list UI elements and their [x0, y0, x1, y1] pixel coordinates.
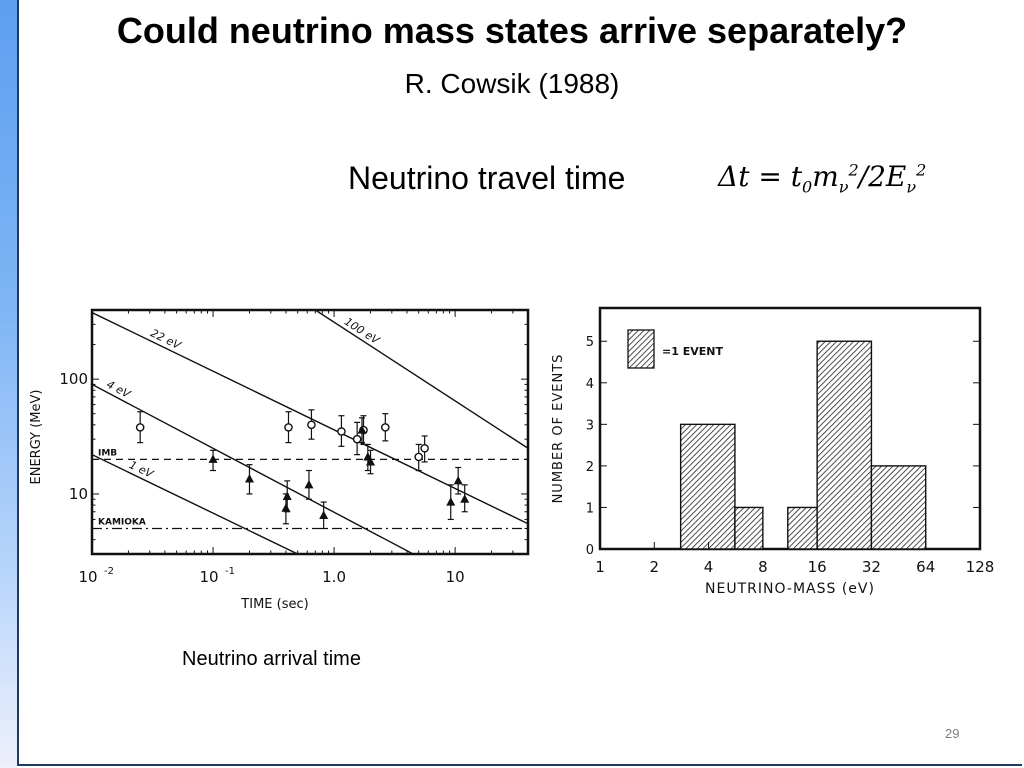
- slide-subtitle: R. Cowsik (1988): [404, 68, 620, 99]
- imb-data-point: [420, 443, 429, 453]
- travel-time-formula: Δt = t0mν2/2Eν2: [718, 160, 926, 197]
- x-tick-label: 10: [78, 568, 97, 586]
- slide-title: Could neutrino mass states arrive separa…: [116, 10, 908, 51]
- formula-t-sub: 0: [802, 177, 813, 197]
- y-tick-label: 10: [69, 485, 88, 503]
- y-tick-label: 100: [59, 370, 88, 388]
- x-tick-label-exponent: -1: [225, 566, 235, 577]
- x-tick-label: 2: [650, 558, 660, 576]
- scatter-plot-area: [92, 310, 528, 554]
- y-tick-label: 1: [586, 501, 594, 516]
- figure-caption: Neutrino arrival time: [182, 648, 361, 670]
- imb-data-point: [135, 423, 145, 432]
- kamioka-data-point: [366, 456, 376, 466]
- formula-m-sup: 2: [848, 160, 859, 180]
- x-tick-label: 8: [758, 558, 768, 576]
- kamioka-data-point: [281, 503, 291, 512]
- left-accent-stripe: [0, 0, 17, 768]
- kamioka-data-point: [357, 425, 367, 434]
- imb-data-point: [337, 427, 346, 436]
- x-tick-label: 4: [704, 558, 714, 576]
- imb-data-point: [284, 423, 293, 432]
- kamioka-data-point: [282, 491, 292, 501]
- x-tick-label: 10: [199, 568, 218, 586]
- y-tick-label: 3: [586, 418, 594, 433]
- y-tick-label: 2: [586, 460, 594, 475]
- x-tick-label: 1.0: [322, 568, 346, 586]
- imb-data-point: [352, 434, 362, 444]
- formula-e-sub: ν: [906, 177, 917, 197]
- histogram-bar: [816, 340, 873, 550]
- mass-line: [92, 454, 298, 554]
- mass-line: [92, 311, 528, 525]
- x-tick-label-exponent: -2: [104, 566, 114, 577]
- x-tick-label: 64: [916, 558, 935, 576]
- kamioka-data-point: [304, 479, 314, 489]
- histogram-bar: [787, 506, 818, 550]
- formula-lhs: Δt = t: [718, 160, 802, 193]
- kamioka-data-point: [244, 473, 254, 483]
- x-tick-label: 32: [862, 558, 881, 576]
- kamioka-data-point: [208, 454, 218, 463]
- histogram-bar: [734, 506, 764, 550]
- mass-line: [314, 310, 528, 449]
- kamioka-data-point: [319, 510, 329, 519]
- x-tick-label: 128: [966, 558, 995, 576]
- formula-e-sup: 2: [916, 160, 927, 180]
- y-tick-label: 5: [586, 335, 594, 350]
- kamioka-data-point: [460, 494, 470, 503]
- histogram-bar: [679, 423, 736, 550]
- imb-data-point: [381, 423, 390, 432]
- kamioka-data-point: [453, 475, 463, 485]
- formula-m-sub: ν: [838, 177, 849, 197]
- legend-swatch: [627, 329, 655, 369]
- x-tick-label: 1: [595, 558, 605, 576]
- imb-data-point: [414, 452, 423, 462]
- x-axis-label: NEUTRINO-MASS (eV): [705, 581, 875, 597]
- y-axis-label: NUMBER OF EVENTS: [551, 354, 566, 504]
- threshold-label: KAMIOKA: [98, 518, 146, 528]
- formula-div: /2E: [858, 160, 907, 193]
- travel-time-label: Neutrino travel time: [348, 160, 626, 196]
- y-tick-label: 4: [586, 377, 594, 392]
- formula-m: m: [812, 160, 839, 193]
- mass-line: [92, 383, 414, 554]
- x-axis-label: TIME (sec): [240, 597, 308, 612]
- y-tick-label: 0: [586, 543, 594, 558]
- scatter-plot-frame: [90, 308, 530, 556]
- histogram-bar: [870, 465, 927, 550]
- threshold-label: IMB: [98, 448, 117, 458]
- imb-data-point: [307, 420, 316, 430]
- y-axis-label: ENERGY (MeV): [29, 390, 44, 485]
- kamioka-data-point: [446, 497, 456, 506]
- page-number: 29: [945, 726, 960, 741]
- x-tick-label: 16: [808, 558, 827, 576]
- legend-label: =1 EVENT: [662, 345, 723, 358]
- x-tick-label: 10: [446, 568, 465, 586]
